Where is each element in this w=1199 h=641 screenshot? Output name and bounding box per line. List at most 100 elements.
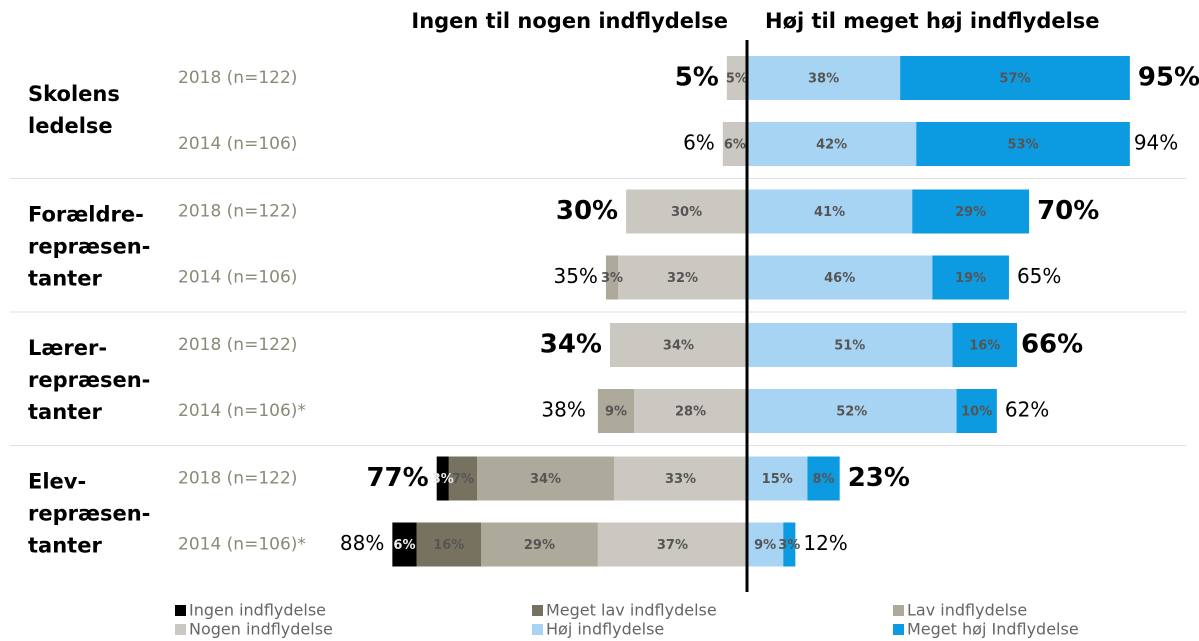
bar-segment xyxy=(416,522,482,567)
legend-label: Meget høj Indflydelse xyxy=(907,620,1079,639)
right-total: 95% xyxy=(1138,63,1199,93)
group-label: Lærer- xyxy=(28,336,107,360)
legend-swatch xyxy=(175,624,186,635)
bar-segment xyxy=(807,456,840,501)
group-label: tanter xyxy=(28,267,102,291)
segment-label: 30% xyxy=(671,205,702,220)
bar-segment xyxy=(618,255,747,300)
row-label: 2014 (n=106) xyxy=(178,134,297,154)
segment-label: 28% xyxy=(675,405,706,420)
segment-label: 34% xyxy=(663,339,694,354)
segment-label: 9% xyxy=(754,538,776,553)
group-label: Elev- xyxy=(28,470,86,494)
legend-swatch xyxy=(532,605,543,616)
right-total: 12% xyxy=(803,531,847,555)
segment-label: 53% xyxy=(1007,138,1038,153)
group-label: repræsen- xyxy=(28,502,150,526)
group-label: tanter xyxy=(28,400,102,424)
bar-segment xyxy=(952,323,1018,367)
legend-swatch xyxy=(532,624,543,635)
bar-segment xyxy=(626,189,747,234)
legend-label: Nogen indflydelse xyxy=(189,620,333,639)
bar-segment xyxy=(747,389,957,433)
bar-segment xyxy=(722,122,747,166)
bar-segment xyxy=(747,122,917,166)
segment-label: 8% xyxy=(813,472,835,487)
bar-segment xyxy=(747,189,913,234)
group-label: Forældre- xyxy=(28,203,144,227)
legend-swatch xyxy=(175,605,186,616)
segment-label: 16% xyxy=(433,538,464,553)
left-total: 5% xyxy=(675,63,719,93)
segment-label: 3% xyxy=(601,271,623,286)
bar-segment xyxy=(783,522,796,567)
bar-segment xyxy=(476,456,615,501)
right-total: 62% xyxy=(1005,398,1049,422)
group-label: ledelse xyxy=(28,114,113,138)
group-label: repræsen- xyxy=(28,368,150,392)
segment-label: 3% xyxy=(778,538,800,553)
legend-label: Ingen indflydelse xyxy=(189,601,326,620)
row-label: 2014 (n=106)* xyxy=(178,535,306,555)
bar-segment xyxy=(448,456,477,501)
segment-label: 38% xyxy=(808,72,839,87)
segment-label: 42% xyxy=(816,138,847,153)
bar-segment xyxy=(605,255,619,300)
right-total: 94% xyxy=(1134,131,1178,155)
left-total: 34% xyxy=(540,330,602,360)
group-label: Skolens xyxy=(28,82,120,106)
segment-label: 57% xyxy=(999,72,1030,87)
legend-swatch xyxy=(893,624,904,635)
segment-label: 7% xyxy=(452,472,474,487)
left-total: 6% xyxy=(683,131,715,155)
bar-segment xyxy=(597,522,747,567)
bar-segment xyxy=(597,389,635,433)
bar-segment xyxy=(747,522,784,567)
segment-label: 29% xyxy=(955,205,986,220)
left-total: 35% xyxy=(553,264,597,288)
bar-segment xyxy=(747,255,933,300)
group-label: repræsen- xyxy=(28,235,150,259)
right-heading: Høj til meget høj indflydelse xyxy=(765,9,1100,33)
bar-segment xyxy=(392,522,417,567)
bar-segment xyxy=(900,56,1130,100)
bar-segment xyxy=(614,456,747,501)
segment-label: 19% xyxy=(955,271,986,286)
row-label: 2014 (n=106) xyxy=(178,268,297,288)
bar-segment xyxy=(916,122,1130,166)
bar-segment xyxy=(747,56,901,100)
bar-segment xyxy=(634,389,747,433)
segment-label: 51% xyxy=(834,339,865,354)
bar-segment xyxy=(912,189,1030,234)
row-label: 2014 (n=106)* xyxy=(178,401,306,421)
row-label: 2018 (n=122) xyxy=(178,335,297,355)
bar-segment xyxy=(956,389,997,433)
right-total: 23% xyxy=(848,463,910,493)
bar-segment xyxy=(726,56,747,100)
segment-label: 6% xyxy=(724,138,746,153)
segment-label: 32% xyxy=(667,271,698,286)
segment-label: 33% xyxy=(665,472,696,487)
bar-segment xyxy=(932,255,1009,300)
row-label: 2018 (n=122) xyxy=(178,202,297,222)
bar-segment xyxy=(436,456,449,501)
legend-label: Meget lav indflydelse xyxy=(546,601,717,620)
bar-segment xyxy=(747,456,808,501)
segment-label: 15% xyxy=(762,472,793,487)
legend-label: Lav indflydelse xyxy=(907,601,1027,620)
left-total: 77% xyxy=(366,463,428,493)
segment-label: 29% xyxy=(524,538,555,553)
segment-label: 46% xyxy=(824,271,855,286)
bar-segment xyxy=(481,522,598,567)
segment-label: 9% xyxy=(605,405,627,420)
row-label: 2018 (n=122) xyxy=(178,469,297,489)
segment-label: 52% xyxy=(836,405,867,420)
segment-label: 3% xyxy=(432,472,454,487)
left-total: 30% xyxy=(556,196,618,226)
legend-label: Høj indflydelse xyxy=(546,620,664,639)
right-total: 70% xyxy=(1037,196,1099,226)
right-total: 65% xyxy=(1017,264,1061,288)
segment-label: 5% xyxy=(726,72,748,87)
left-total: 88% xyxy=(340,531,384,555)
